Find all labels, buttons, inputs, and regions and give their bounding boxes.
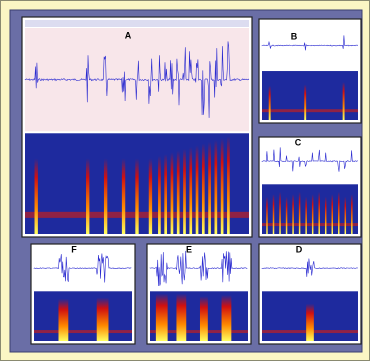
spectrogram-streak: [266, 197, 268, 234]
panel-label: F: [71, 244, 77, 254]
spectrogram-streak: [215, 140, 218, 234]
spectrogram-streak: [305, 197, 307, 234]
spectrogram-streak: [222, 295, 232, 341]
spectrogram-streak: [158, 156, 161, 234]
spectrogram-streak: [345, 197, 347, 234]
spectrogram-streak: [176, 294, 186, 341]
spectrogram-streak: [59, 299, 69, 341]
spectrogram-streak: [299, 192, 301, 234]
spectrogram-streak: [135, 158, 138, 234]
spectrogram-streak: [325, 197, 327, 234]
spectrogram-band: [262, 223, 358, 226]
spectrogram-streak: [343, 82, 345, 120]
spectrogram-streak: [183, 149, 186, 234]
panel-label: D: [296, 244, 303, 254]
panel-label: B: [291, 31, 298, 41]
spectrogram-streak: [202, 144, 205, 234]
spectrogram-streak: [273, 194, 275, 234]
spectrogram-streak: [156, 294, 168, 341]
spectrogram: [34, 291, 132, 341]
window-titlebar: [25, 20, 249, 27]
spectrogram-streak: [177, 151, 180, 234]
spectrogram-streak: [304, 85, 306, 120]
spectrogram-streak: [312, 194, 314, 234]
spectrogram-streak: [221, 138, 224, 234]
figure: A B C D E F: [0, 0, 370, 361]
spectrogram-streak: [122, 158, 125, 234]
spectrogram-streak: [208, 142, 211, 234]
spectrogram-streak: [269, 86, 271, 120]
spectrogram-streak: [306, 304, 314, 341]
spectrogram: [262, 184, 358, 234]
page: ABCDEF (() => { const data = JSON.parse(…: [0, 0, 370, 361]
spectrogram-streak: [338, 192, 340, 234]
spectrogram-streak: [104, 158, 107, 234]
spectrogram-streak: [332, 194, 334, 234]
spectrogram-streak: [171, 152, 174, 234]
spectrogram-streak: [97, 298, 109, 341]
panel-label: A: [125, 30, 132, 40]
spectrogram-streak: [86, 158, 89, 234]
panel-label: E: [186, 244, 192, 254]
panel-label: C: [295, 137, 302, 147]
spectrogram-streak: [196, 145, 199, 234]
spectrogram-streak: [279, 192, 281, 234]
spectrogram-streak: [35, 158, 38, 234]
spectrogram-streak: [164, 154, 167, 234]
spectrogram-streak: [318, 192, 320, 234]
spectrogram-streak: [189, 147, 192, 234]
spectrogram-streak: [351, 194, 353, 234]
spectrogram-streak: [200, 296, 208, 341]
panels: [22, 17, 361, 344]
spectrogram-streak: [292, 194, 294, 234]
spectrogram-streak: [149, 158, 152, 234]
spectrogram-streak: [286, 197, 288, 234]
spectrogram-streak: [227, 137, 230, 234]
spectrogram-band: [34, 330, 132, 333]
